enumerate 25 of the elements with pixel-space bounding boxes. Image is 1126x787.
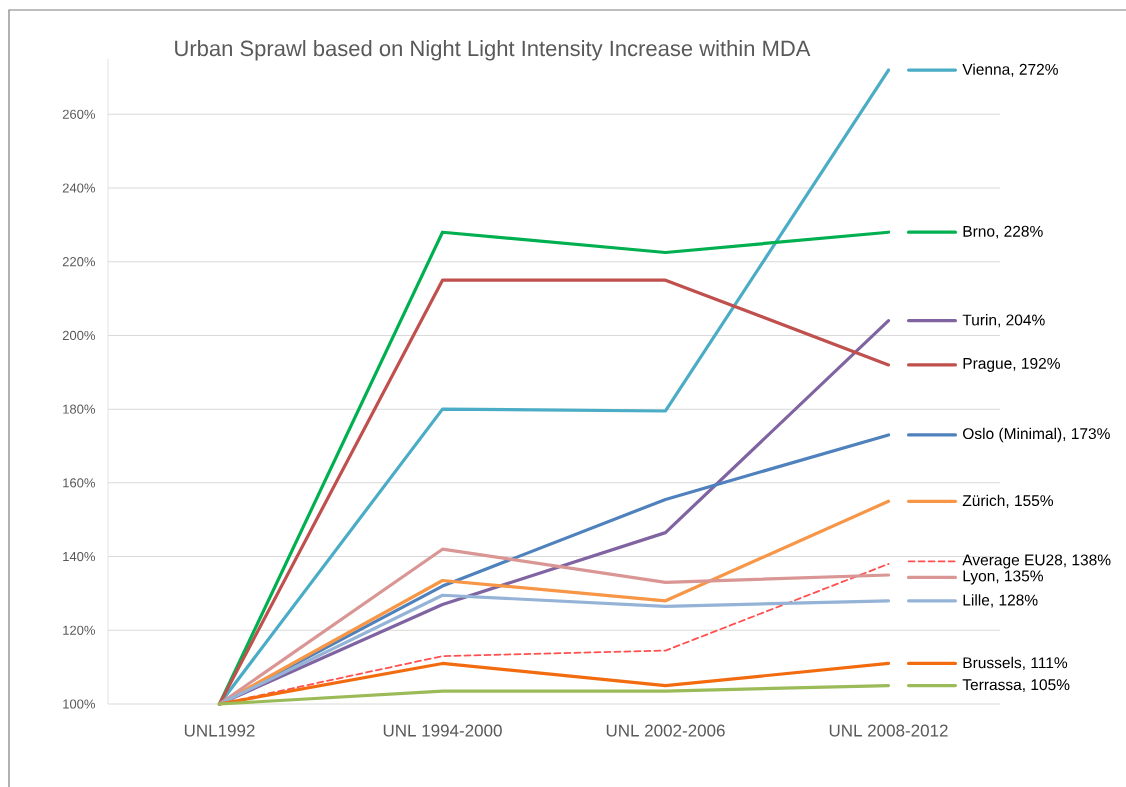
y-tick-label: 220%: [62, 257, 96, 267]
legend-label: Lyon, 135%: [963, 570, 1044, 585]
x-tick-label: UNL 1994-2000: [383, 724, 502, 737]
y-tick-label: 100%: [63, 699, 96, 709]
legend-label: Vienna, 272%: [962, 63, 1058, 77]
x-tick-label: UNL1992: [184, 724, 255, 737]
y-tick-label: 120%: [63, 625, 96, 635]
x-tick-label: UNL 2002-2006: [606, 724, 725, 737]
legend-label: Zürich, 155%: [962, 494, 1054, 508]
y-tick-label: 140%: [63, 551, 96, 562]
y-tick-label: 200%: [62, 330, 96, 341]
legend-label: Prague, 192%: [963, 357, 1060, 372]
x-tick-label: UNL 2008-2012: [829, 724, 948, 737]
legend-label: Average EU28, 138%: [962, 554, 1111, 569]
legend-label: Brussels, 111%: [963, 656, 1068, 671]
legend-label: Terrassa, 105%: [962, 679, 1070, 692]
legend-label: Turin, 204%: [962, 314, 1045, 328]
chart-title: Urban Sprawl based on Night Light Intensity Increase within MDA: [175, 40, 811, 61]
legend-label: Brno, 228%: [963, 225, 1043, 239]
y-tick-label: 160%: [63, 478, 96, 488]
legend-label: Oslo (Minimal), 173%: [963, 427, 1110, 443]
y-tick-label: 240%: [62, 183, 96, 193]
y-tick-label: 260%: [62, 109, 96, 119]
legend-label: Lille, 128%: [963, 594, 1038, 608]
y-tick-label: 180%: [63, 404, 96, 414]
